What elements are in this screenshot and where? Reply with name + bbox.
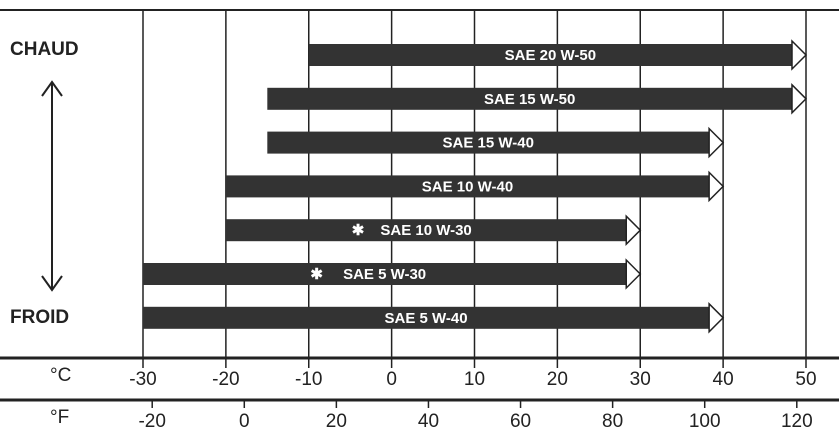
bar: [143, 306, 710, 329]
x2-tick-label: 120: [781, 411, 813, 432]
x-tick-label: 30: [630, 369, 651, 390]
bar-arrowhead: [791, 39, 808, 71]
bar: [225, 175, 710, 198]
x-tick-label: -20: [212, 369, 239, 390]
bar-marker: ✱: [310, 266, 323, 283]
bar: [143, 263, 627, 285]
x-tick-label: -10: [295, 369, 322, 390]
bar-label: SAE 10 W-30: [380, 222, 471, 239]
bar-label: SAE 15 W-50: [484, 91, 575, 108]
x-tick-label: 50: [795, 369, 816, 390]
hot-label: CHAUD: [10, 39, 79, 60]
bar-arrowhead: [708, 126, 725, 159]
x-tick-label: 20: [547, 369, 568, 390]
bar: [267, 131, 710, 154]
range-arrow: [41, 80, 63, 292]
x2-tick-label: -20: [138, 411, 165, 432]
x-tick-label: 0: [386, 369, 397, 390]
x2-tick-label: 0: [239, 411, 250, 432]
bar: [225, 219, 627, 242]
bar-label: SAE 5 W-40: [385, 310, 468, 327]
x2-tick-label: 40: [418, 411, 439, 432]
bar-arrowhead: [708, 170, 725, 203]
x2-tick-label: 80: [602, 411, 623, 432]
bar-label: SAE 20 W-50: [505, 47, 596, 64]
x-tick-label: 40: [713, 369, 734, 390]
bar-label: SAE 5 W-30: [343, 266, 426, 283]
x2-tick-label: 60: [510, 411, 531, 432]
bar: [308, 44, 792, 66]
bar-arrowhead: [625, 258, 642, 290]
bar-label: SAE 10 W-40: [422, 178, 513, 195]
bar-arrowhead: [625, 214, 642, 247]
bar: [267, 87, 792, 110]
cold-label: FROID: [10, 307, 69, 328]
x-axis-label: °C: [50, 365, 71, 386]
x-tick-label: -30: [129, 369, 156, 390]
x-tick-label: 10: [464, 369, 485, 390]
bar-marker: ✱: [352, 222, 365, 239]
x2-axis-label: °F: [50, 407, 69, 428]
bar-label: SAE 15 W-40: [443, 135, 534, 152]
bar-arrowhead: [708, 301, 725, 334]
bar-arrowhead: [791, 82, 808, 115]
x2-tick-label: 100: [689, 411, 721, 432]
x2-tick-label: 20: [326, 411, 347, 432]
